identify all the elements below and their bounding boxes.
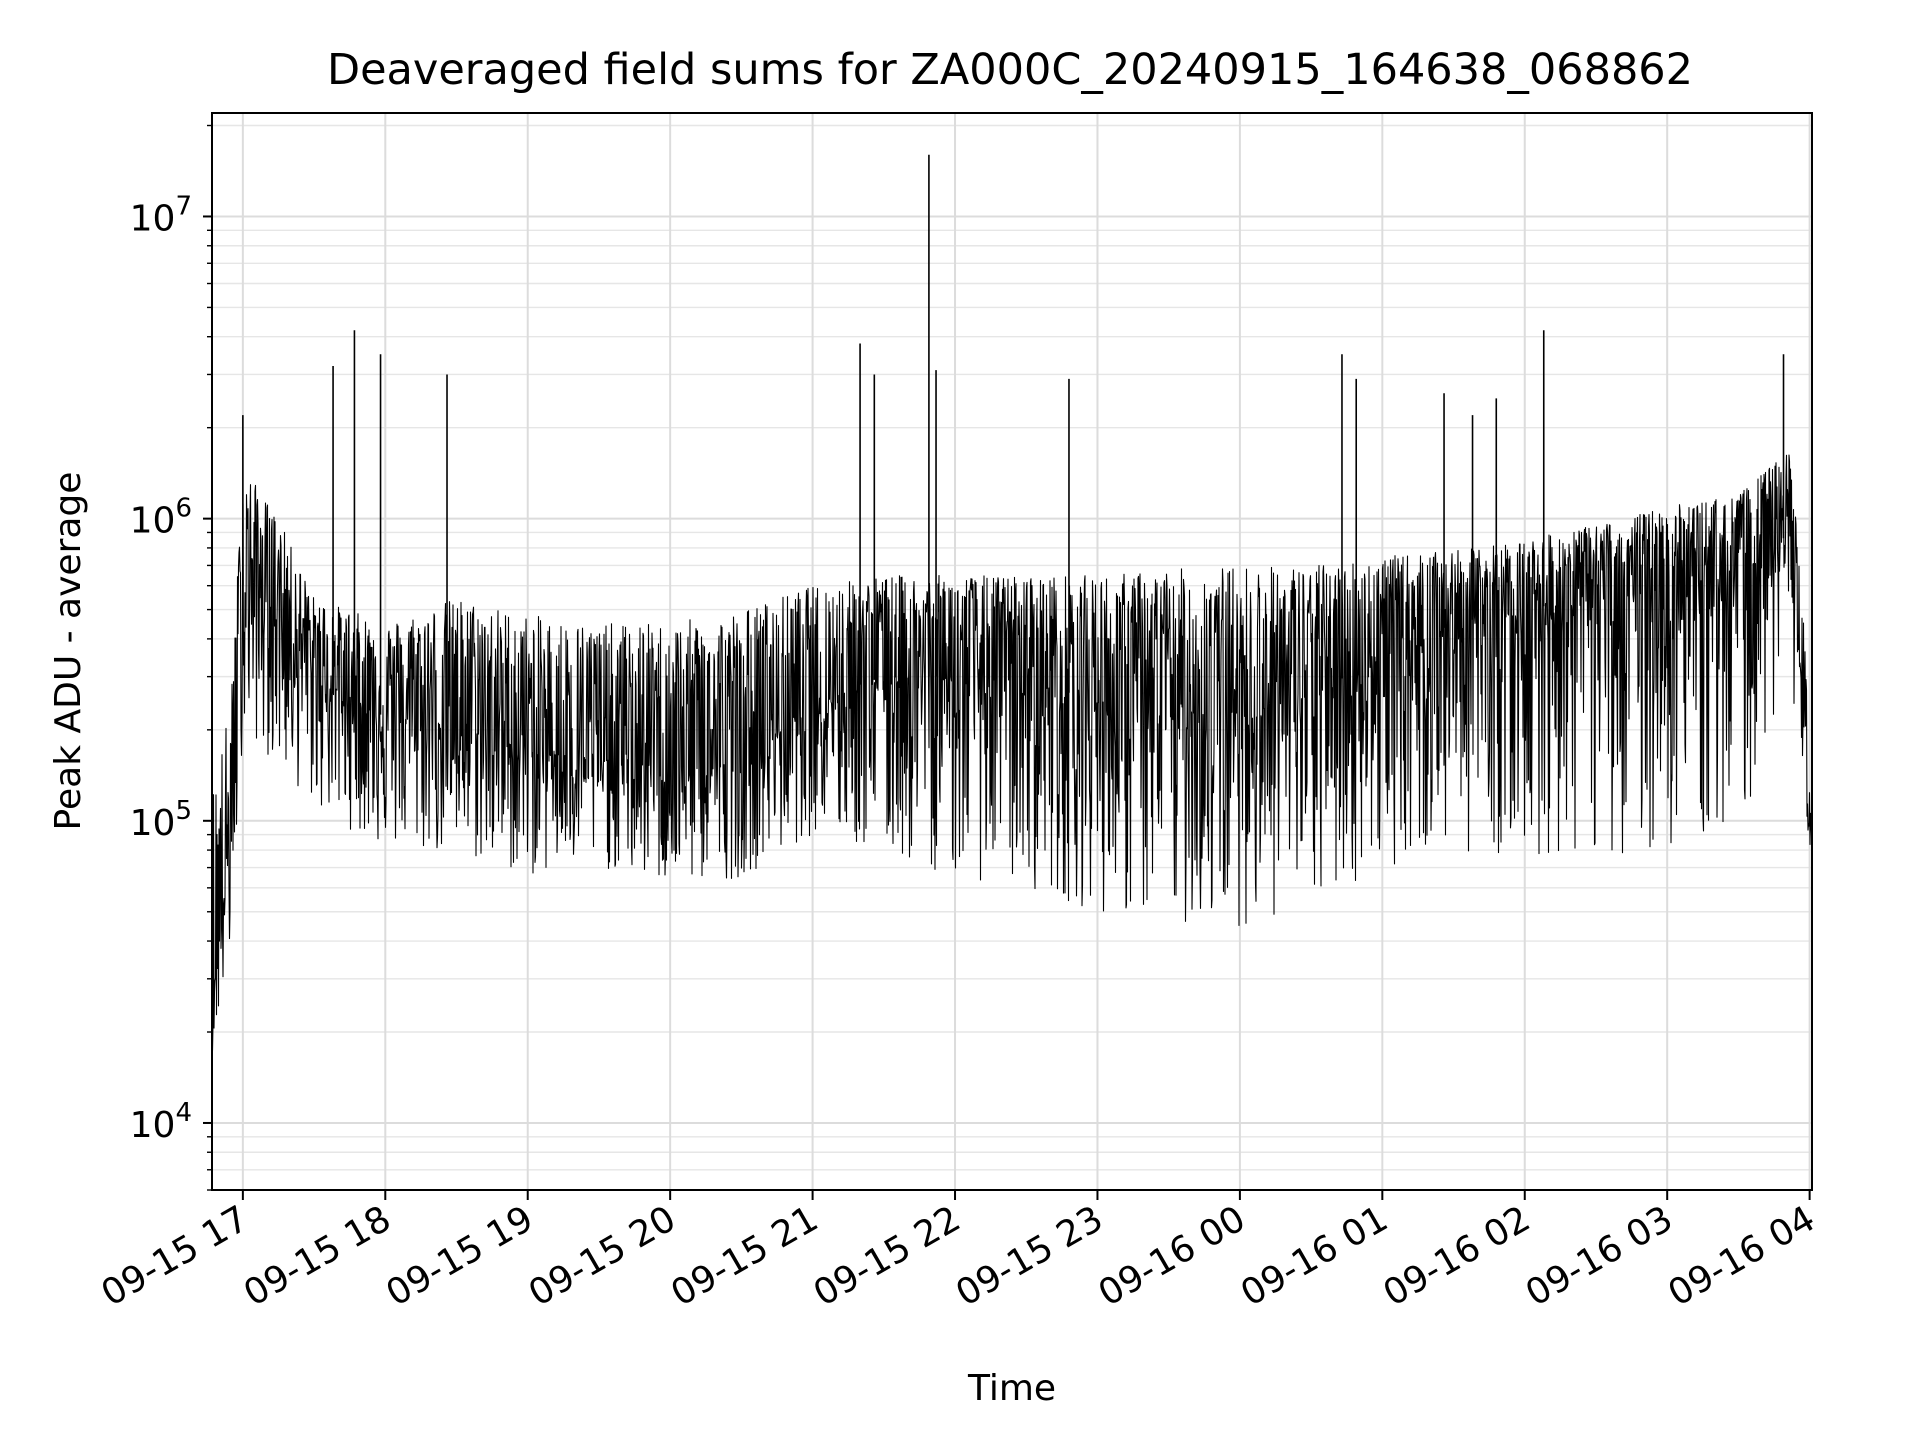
y-tick-label: 107 bbox=[130, 191, 192, 239]
x-axis-label: Time bbox=[967, 1368, 1056, 1409]
y-tick-label: 106 bbox=[130, 494, 192, 542]
series-line bbox=[211, 454, 1813, 1052]
plot-frame bbox=[211, 112, 1813, 1191]
plot-area bbox=[211, 154, 1813, 1052]
y-tick-label: 104 bbox=[130, 1098, 192, 1146]
chart-title: Deaveraged field sums for ZA000C_2024091… bbox=[327, 45, 1693, 95]
y-axis: 104 105 106 107 bbox=[130, 124, 212, 1191]
y-tick-label: 105 bbox=[130, 796, 192, 844]
y-axis-label: Peak ADU - average bbox=[48, 472, 89, 831]
